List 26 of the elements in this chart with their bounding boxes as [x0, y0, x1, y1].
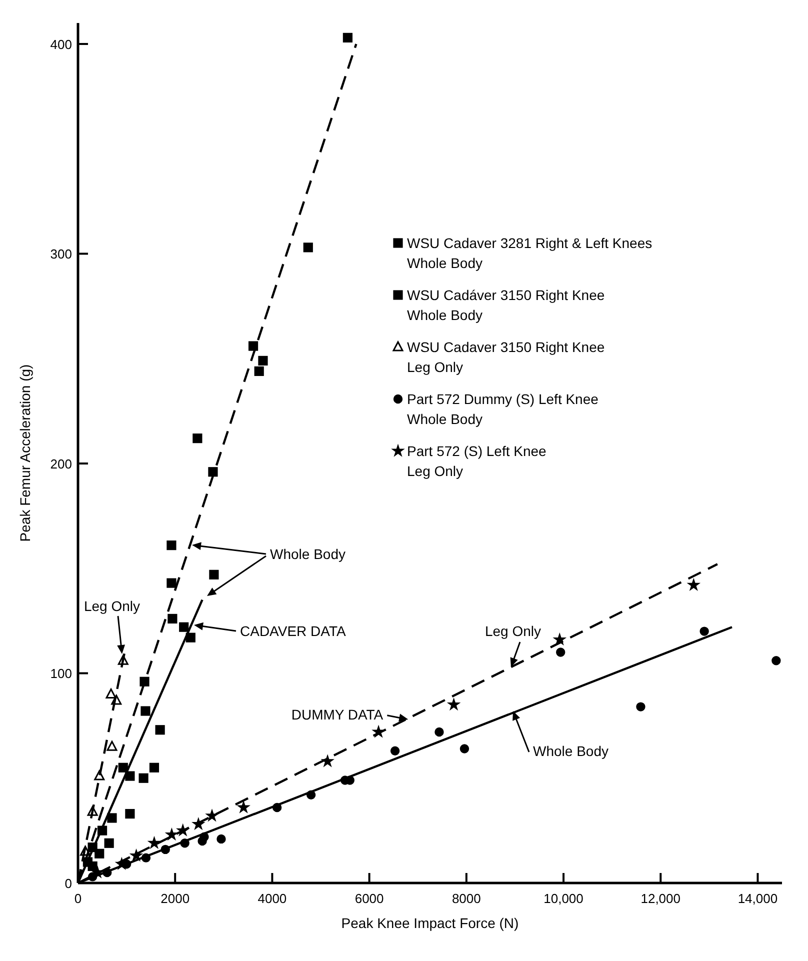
x-axis-title: Peak Knee Impact Force (N) — [341, 915, 519, 931]
x-tick-label: 0 — [74, 891, 82, 906]
annotation: Whole Body — [270, 546, 346, 562]
annotation: Leg Only — [484, 623, 542, 639]
x-tick-label: 8000 — [452, 891, 481, 906]
x-tick-label: 2000 — [160, 891, 190, 906]
legend-label: Part 572 (S) Left Knee Leg Only — [407, 443, 547, 479]
legend-label: Part 572 Dummy (S) Left Knee Whole Body — [407, 391, 599, 427]
x-tick-label: 10,000 — [544, 891, 584, 906]
legend-label: WSU Cadaver 3150 Right Knee Leg Only — [407, 339, 605, 375]
annotation: Leg Only — [84, 598, 140, 614]
x-tick-label: 4000 — [258, 891, 287, 906]
y-tick-label: 100 — [50, 666, 72, 682]
legend-label: WSU Cadáver 3150 Right Knee Whole Body — [407, 287, 605, 323]
y-tick-label: 200 — [50, 456, 72, 472]
y-tick-label: 400 — [50, 36, 72, 52]
annotation: DUMMY DATA — [291, 706, 384, 722]
y-tick-label: 0 — [64, 876, 72, 891]
x-tick-label: 12,000 — [640, 891, 681, 906]
legend-label: WSU Cadaver 3281 Right & Left Knees Whole Body — [407, 235, 652, 271]
annotation: CADAVER DATA — [240, 623, 346, 639]
y-axis-title: Peak Femur Acceleration (g) — [17, 364, 33, 542]
x-tick-label: 14,000 — [738, 891, 778, 906]
annotation: Whole Body — [533, 743, 609, 759]
y-tick-label: 300 — [50, 246, 72, 262]
x-tick-label: 6000 — [354, 891, 384, 906]
